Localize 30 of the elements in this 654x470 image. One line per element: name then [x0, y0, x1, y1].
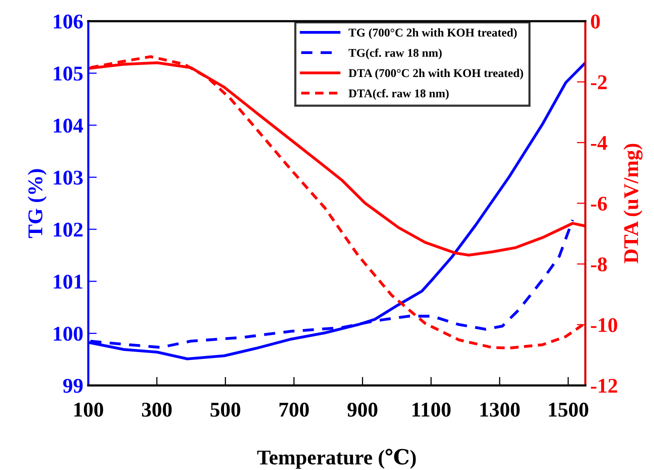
legend-label: TG (700°C 2h with KOH treated) — [348, 28, 517, 40]
x-tick-label: 300 — [142, 402, 172, 417]
y-tick-label: 99 — [63, 378, 83, 393]
y-tick-label: 100 — [54, 326, 83, 341]
y-axis-title: TG (%) — [28, 169, 47, 238]
y2-tick-label: -6 — [590, 196, 607, 211]
y-tick-label: 106 — [54, 14, 83, 29]
x-tick-label: 1500 — [549, 402, 588, 417]
x-tick-label: 500 — [210, 402, 240, 417]
y-tick-label: 101 — [54, 274, 82, 289]
x-tick-label: 700 — [280, 402, 309, 417]
y2-tick-label: -12 — [590, 378, 618, 393]
x-axis-title: Temperature (℃) — [257, 448, 416, 469]
y2-tick-label: 0 — [590, 14, 600, 29]
y2-axis-title: DTA (uV/mg) — [624, 144, 643, 264]
x-tick-label: 900 — [347, 402, 378, 417]
y2-tick-label: -4 — [590, 136, 608, 150]
x-tick-label: 1100 — [412, 402, 451, 417]
legend-label: DTA(cf. raw 18 nm) — [348, 88, 449, 100]
x-tick-label: 1300 — [480, 402, 520, 417]
y-tick-label: 102 — [54, 222, 83, 237]
legend-label: DTA (700°C 2h with KOH treated) — [348, 68, 524, 80]
y-tick-label: 104 — [54, 118, 84, 133]
y2-tick-label: -8 — [590, 257, 607, 272]
legend-label: TG(cf. raw 18 nm) — [348, 48, 442, 60]
y2-tick-label: -2 — [590, 75, 607, 90]
x-tick-label: 100 — [74, 402, 104, 417]
y2-tick-label: -10 — [590, 318, 618, 332]
y-tick-label: 103 — [54, 170, 83, 185]
y-tick-label: 105 — [54, 66, 83, 81]
